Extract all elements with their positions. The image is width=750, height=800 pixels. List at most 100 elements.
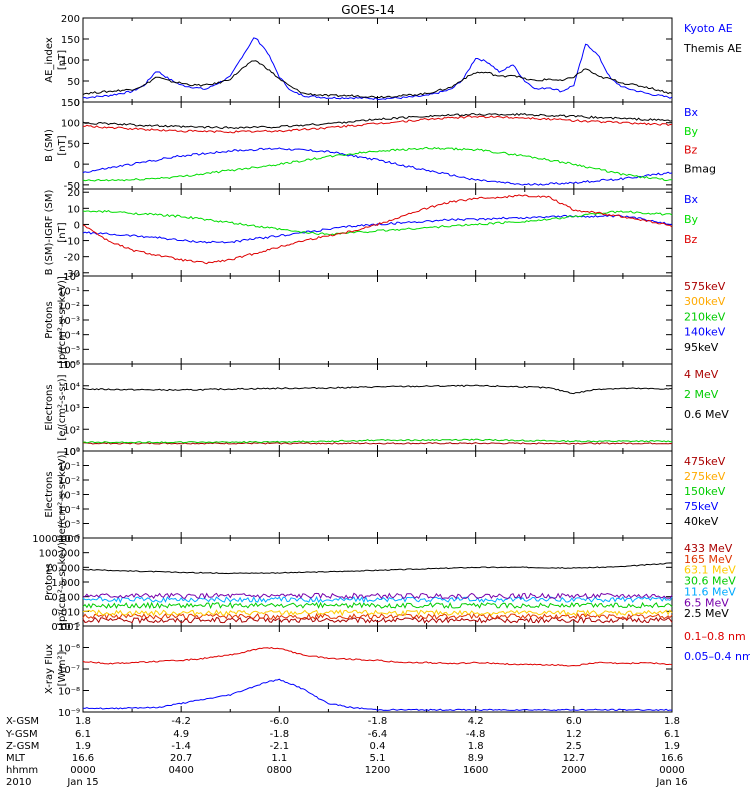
y-axis-label: [e/(cm²-s-sr-keV)]: [57, 451, 68, 539]
y-axis-label: B (SM)-IGRF (SM): [44, 190, 55, 276]
footer-value: 5.1: [370, 753, 386, 764]
footer-row-label: Y-GSM: [5, 729, 38, 740]
y-tick-label: -30: [64, 269, 80, 280]
footer-value: -1.4: [171, 741, 191, 752]
legend-475kev: 475keV: [684, 455, 726, 468]
series-line-2-5-mev: [82, 562, 673, 575]
series-line-6-5-mev: [82, 592, 673, 600]
y-tick-label: 200: [61, 14, 80, 25]
series-line-0-6-mev: [82, 384, 672, 395]
y-tick-label: 10⁻⁶: [58, 360, 80, 371]
panel-electrons_mev: 10¹ 10² 10³ 10⁴ 10⁵ Electrons [e/(cm²-s-sr)] 4 …: [44, 360, 729, 458]
y-tick-label: 10: [67, 204, 80, 215]
legend-by: By: [684, 213, 699, 226]
footer-value: 1.9: [664, 741, 680, 752]
footer-value: 6.1: [75, 729, 91, 740]
y-tick-label: 150: [61, 98, 80, 109]
footer-value: 1.9: [75, 741, 91, 752]
legend-bx: Bx: [684, 193, 699, 206]
series-line-by: [82, 209, 673, 236]
legend-150kev: 150keV: [684, 485, 726, 498]
panel-electrons_kev: 10⁻⁶ 10⁻⁵ 10⁻⁴ 10⁻³ 10⁻² 10⁻¹ 10⁰ Electrons [e/(…: [44, 447, 726, 545]
panel-protons_mev: 0.001 0.010 0.100 1.000 10.000 100.000 1000.00…: [32, 534, 736, 633]
y-tick-label: 10.000: [45, 563, 80, 574]
y-axis-label: [e/(cm²-s-sr)]: [57, 374, 68, 440]
y-tick-label: -50: [64, 181, 80, 192]
series-line-bz: [82, 115, 673, 134]
legend-63-1-mev: 63.1 MeV: [684, 564, 736, 577]
series-line-433-mev: [82, 616, 673, 624]
series-line-kyoto-ae: [82, 37, 673, 101]
series-line-themis-ae: [82, 60, 673, 99]
panel-frame: [82, 101, 673, 190]
footer-value: 1.8: [75, 716, 91, 727]
series-line-30-6-mev: [82, 601, 673, 610]
panel-ae: 0 50 100 150 200 AE_index [nT] Kyoto AE Themis A…: [44, 14, 742, 109]
footer-row-label: MLT: [6, 753, 26, 764]
footer-value: 0.4: [370, 741, 386, 752]
legend-0-05-0-4-nm: 0.05–0.4 nm: [684, 650, 750, 663]
footer-value: 8.9: [468, 753, 484, 764]
series-line-165-mev: [82, 612, 673, 620]
footer-value: 2000: [561, 765, 586, 776]
legend-2-5-mev: 2.5 MeV: [684, 607, 729, 620]
chart-title: GOES-14: [341, 3, 395, 17]
y-tick-label: 100.000: [39, 549, 80, 560]
y-tick-label: 10⁻⁴: [58, 331, 80, 342]
footer-value: 1.8: [468, 741, 484, 752]
footer-value: 1.8: [664, 716, 680, 727]
y-tick-label: 20: [67, 188, 80, 199]
panel-b_igrf: -30 -20 -10 0 10 20 B (SM)-IGRF (SM) [nT] Bx By Bz: [44, 188, 699, 280]
ephemeris-footer: X-GSMY-GSMZ-GSMMLThhmm20101.86.11.916.60…: [5, 716, 688, 788]
y-tick-label: 10⁴: [63, 382, 80, 393]
y-axis-label: AE_index: [44, 37, 55, 83]
y-tick-label: -20: [64, 253, 80, 264]
panel-protons_mag: 10⁻⁶ 10⁻⁵ 10⁻⁴ 10⁻³ 10⁻² 10⁻¹ 10⁰ Protons [p/(cm…: [44, 272, 726, 371]
series-line-bx: [82, 214, 673, 244]
legend-210kev: 210keV: [684, 310, 726, 323]
y-axis-label: [nT]: [57, 222, 68, 242]
legend-bmag: Bmag: [684, 162, 716, 175]
legend-75kev: 75keV: [684, 500, 719, 513]
y-tick-label: 0: [74, 160, 80, 171]
series-line-0-05-0-4-nm: [82, 678, 673, 712]
footer-value: 0000: [659, 765, 684, 776]
series-line-bz: [82, 194, 673, 265]
legend-by: By: [684, 125, 699, 138]
footer-value: 1.1: [271, 753, 287, 764]
legend-300kev: 300keV: [684, 295, 726, 308]
y-axis-label: Protons: [44, 563, 55, 600]
y-tick-label: 0: [74, 98, 80, 109]
y-tick-label: 1.000: [51, 578, 80, 589]
y-tick-label: 10⁻³: [58, 316, 80, 327]
footer-value: -1.8: [270, 729, 290, 740]
y-tick-label: 10⁻⁸: [58, 687, 80, 698]
footer-value: Jan 16: [655, 777, 687, 788]
y-axis-label: [W/m²]: [57, 651, 68, 686]
series-line-4-mev: [82, 442, 673, 445]
y-tick-label: 0: [74, 220, 80, 231]
y-tick-label: 10⁻⁶: [58, 644, 80, 655]
y-axis-label: Electrons: [44, 384, 55, 430]
footer-value: -1.8: [368, 716, 388, 727]
series-line-11-6-mev: [82, 595, 673, 604]
series-line-by: [82, 146, 672, 182]
y-tick-label: 10⁻¹: [58, 287, 80, 298]
legend-2-mev: 2 MeV: [684, 388, 719, 401]
legend-30-6-mev: 30.6 MeV: [684, 575, 736, 588]
footer-value: 6.0: [566, 716, 582, 727]
footer-value: 1.2: [566, 729, 582, 740]
series-line-bx: [82, 147, 673, 186]
panel-frame: [82, 363, 673, 452]
y-tick-label: 10⁻⁵: [58, 622, 80, 633]
series-line-2-mev: [82, 438, 673, 444]
legend-11-6-mev: 11.6 MeV: [684, 585, 736, 598]
legend-0-1-0-8-nm: 0.1–0.8 nm: [684, 630, 746, 643]
y-tick-label: 0.100: [51, 593, 80, 604]
footer-value: 0400: [168, 765, 193, 776]
series-line-63-1-mev: [82, 609, 673, 617]
series-line-bmag: [82, 112, 673, 130]
y-tick-label: 10⁻⁷: [58, 665, 80, 676]
panel-frame: [82, 450, 673, 539]
